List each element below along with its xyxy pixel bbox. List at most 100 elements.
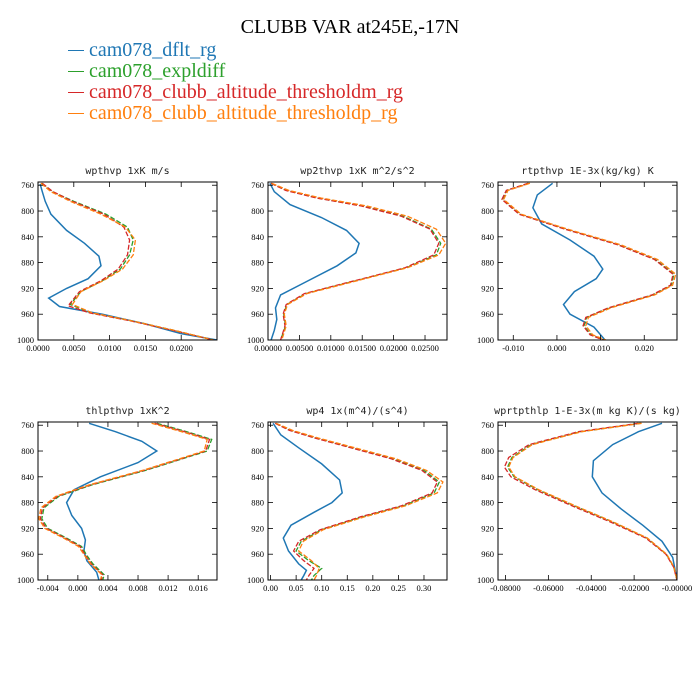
y-tick-label: 800 <box>481 206 494 216</box>
y-tick-label: 880 <box>21 258 34 268</box>
y-tick-label: 880 <box>251 498 264 508</box>
x-tick-label: 0.02000 <box>380 343 408 353</box>
series-group <box>501 182 677 340</box>
y-tick-label: 1000 <box>17 335 34 345</box>
series-line <box>269 182 360 340</box>
legend-entry-thresholdp: cam078_clubb_altitude_thresholdp_rg <box>68 102 403 124</box>
panel-title: wprtpthlp 1-E-3x(m kg K)/(s kg) <box>494 406 681 417</box>
series-line <box>271 182 447 340</box>
y-tick-label: 760 <box>481 180 494 190</box>
panel-wp4: wp4 1x(m^4)/(s^4)76080084088092096010000… <box>247 406 448 593</box>
panel-title: thlpthvp 1xK^2 <box>85 406 169 417</box>
plot-frame <box>37 421 218 581</box>
legend-entry-expldiff: cam078_expldiff <box>68 60 403 82</box>
series-line <box>272 422 344 580</box>
x-tick-label: 0.020 <box>635 343 654 353</box>
y-tick-label: 800 <box>251 446 264 456</box>
y-tick-label: 840 <box>251 232 264 242</box>
x-tick-label: -0.04000 <box>576 583 606 593</box>
series-line <box>274 422 439 580</box>
y-tick-label: 800 <box>21 206 34 216</box>
legend-swatch <box>68 92 84 93</box>
panel-title: wpthvp 1xK m/s <box>85 166 169 177</box>
series-line <box>507 422 677 580</box>
y-tick-label: 760 <box>21 420 34 430</box>
y-tick-label: 880 <box>21 498 34 508</box>
y-tick-label: 920 <box>21 523 34 533</box>
x-tick-label: 0.012 <box>159 583 178 593</box>
legend-entry-thresholdm: cam078_clubb_altitude_thresholdm_rg <box>68 81 404 103</box>
x-tick-label: -0.004 <box>37 583 60 593</box>
legend: cam078_dflt_rg cam078_expldiff cam078_cl… <box>68 39 404 124</box>
y-tick-label: 1000 <box>477 335 494 345</box>
y-tick-label: 960 <box>251 549 264 559</box>
series-line <box>503 422 677 580</box>
x-tick-label: 0.000 <box>547 343 566 353</box>
legend-label: cam078_dflt_rg <box>89 39 217 61</box>
y-tick-label: 760 <box>21 180 34 190</box>
y-tick-label: 760 <box>481 420 494 430</box>
y-tick-label: 920 <box>481 283 494 293</box>
page-title: CLUBB VAR at245E,-17N <box>240 16 460 38</box>
y-tick-label: 840 <box>21 232 34 242</box>
y-tick-label: 1000 <box>247 575 264 585</box>
x-tick-label: 0.25 <box>391 583 406 593</box>
series-line <box>270 182 440 340</box>
series-group <box>272 422 444 580</box>
x-tick-label: -0.00000 <box>662 583 692 593</box>
x-tick-label: 0.0100 <box>98 343 121 353</box>
x-tick-label: -0.08000 <box>490 583 520 593</box>
y-tick-label: 760 <box>251 180 264 190</box>
y-tick-label: 840 <box>251 472 264 482</box>
y-tick-label: 960 <box>21 309 34 319</box>
y-tick-label: 960 <box>481 549 494 559</box>
series-line <box>502 182 677 340</box>
x-tick-label: 0.02500 <box>411 343 439 353</box>
x-tick-label: 0.0000 <box>26 343 49 353</box>
series-line <box>501 182 675 340</box>
legend-swatch <box>68 113 84 114</box>
series-line <box>38 422 208 580</box>
series-group <box>38 422 213 580</box>
x-tick-label: 0.010 <box>591 343 610 353</box>
series-line <box>65 422 159 580</box>
x-tick-label: -0.06000 <box>533 583 563 593</box>
x-tick-label: 0.30 <box>417 583 432 593</box>
x-tick-label: 0.05 <box>289 583 304 593</box>
series-line <box>591 422 677 580</box>
plot-frame <box>497 181 678 341</box>
panel-rtpthvp: rtpthvp 1E-3x(kg/kg) K 760 800 840 880 920 960… <box>477 166 678 353</box>
series-line <box>506 422 677 580</box>
panel-wp2thvp: wp2thvp 1xK m^2/s^2 760 800 840 880 920 960 100… <box>247 166 448 353</box>
x-tick-label: 0.004 <box>98 583 118 593</box>
series-line <box>501 182 674 340</box>
y-tick-label: 920 <box>251 523 264 533</box>
x-tick-label: -0.02000 <box>619 583 649 593</box>
panel-wprtpthlp: wprtpthlp 1-E-3x(m kg K)/(s kg)760 800 840… <box>477 406 692 593</box>
x-tick-label: 0.01500 <box>348 343 376 353</box>
y-tick-label: 800 <box>21 446 34 456</box>
panel-title: wp4 1x(m^4)/(s^4) <box>306 406 408 417</box>
series-line <box>39 422 211 580</box>
y-tick-label: 920 <box>251 283 264 293</box>
series-group <box>269 182 447 340</box>
y-tick-label: 840 <box>21 472 34 482</box>
plot-frame <box>267 181 448 341</box>
series-line <box>41 422 213 580</box>
legend-label: cam078_clubb_altitude_thresholdp_rg <box>89 102 398 124</box>
y-tick-label: 880 <box>481 498 494 508</box>
panel-title: rtpthvp 1E-3x(kg/kg) K <box>521 166 653 177</box>
legend-swatch <box>68 50 84 51</box>
x-tick-label: 0.20 <box>365 583 380 593</box>
y-tick-label: 960 <box>251 309 264 319</box>
x-tick-label: 0.0050 <box>62 343 85 353</box>
y-tick-label: 1000 <box>247 335 264 345</box>
legend-label: cam078_clubb_altitude_thresholdm_rg <box>89 81 404 103</box>
x-tick-label: 0.0150 <box>134 343 157 353</box>
y-tick-label: 920 <box>481 523 494 533</box>
x-tick-label: 0.00 <box>263 583 278 593</box>
series-group <box>39 182 217 340</box>
panel-thlpthvp: thlpthvp 1xK^2 760 800 840 880 920 960 1000-0.0… <box>17 406 218 593</box>
y-tick-label: 880 <box>251 258 264 268</box>
x-tick-label: -0.010 <box>502 343 524 353</box>
